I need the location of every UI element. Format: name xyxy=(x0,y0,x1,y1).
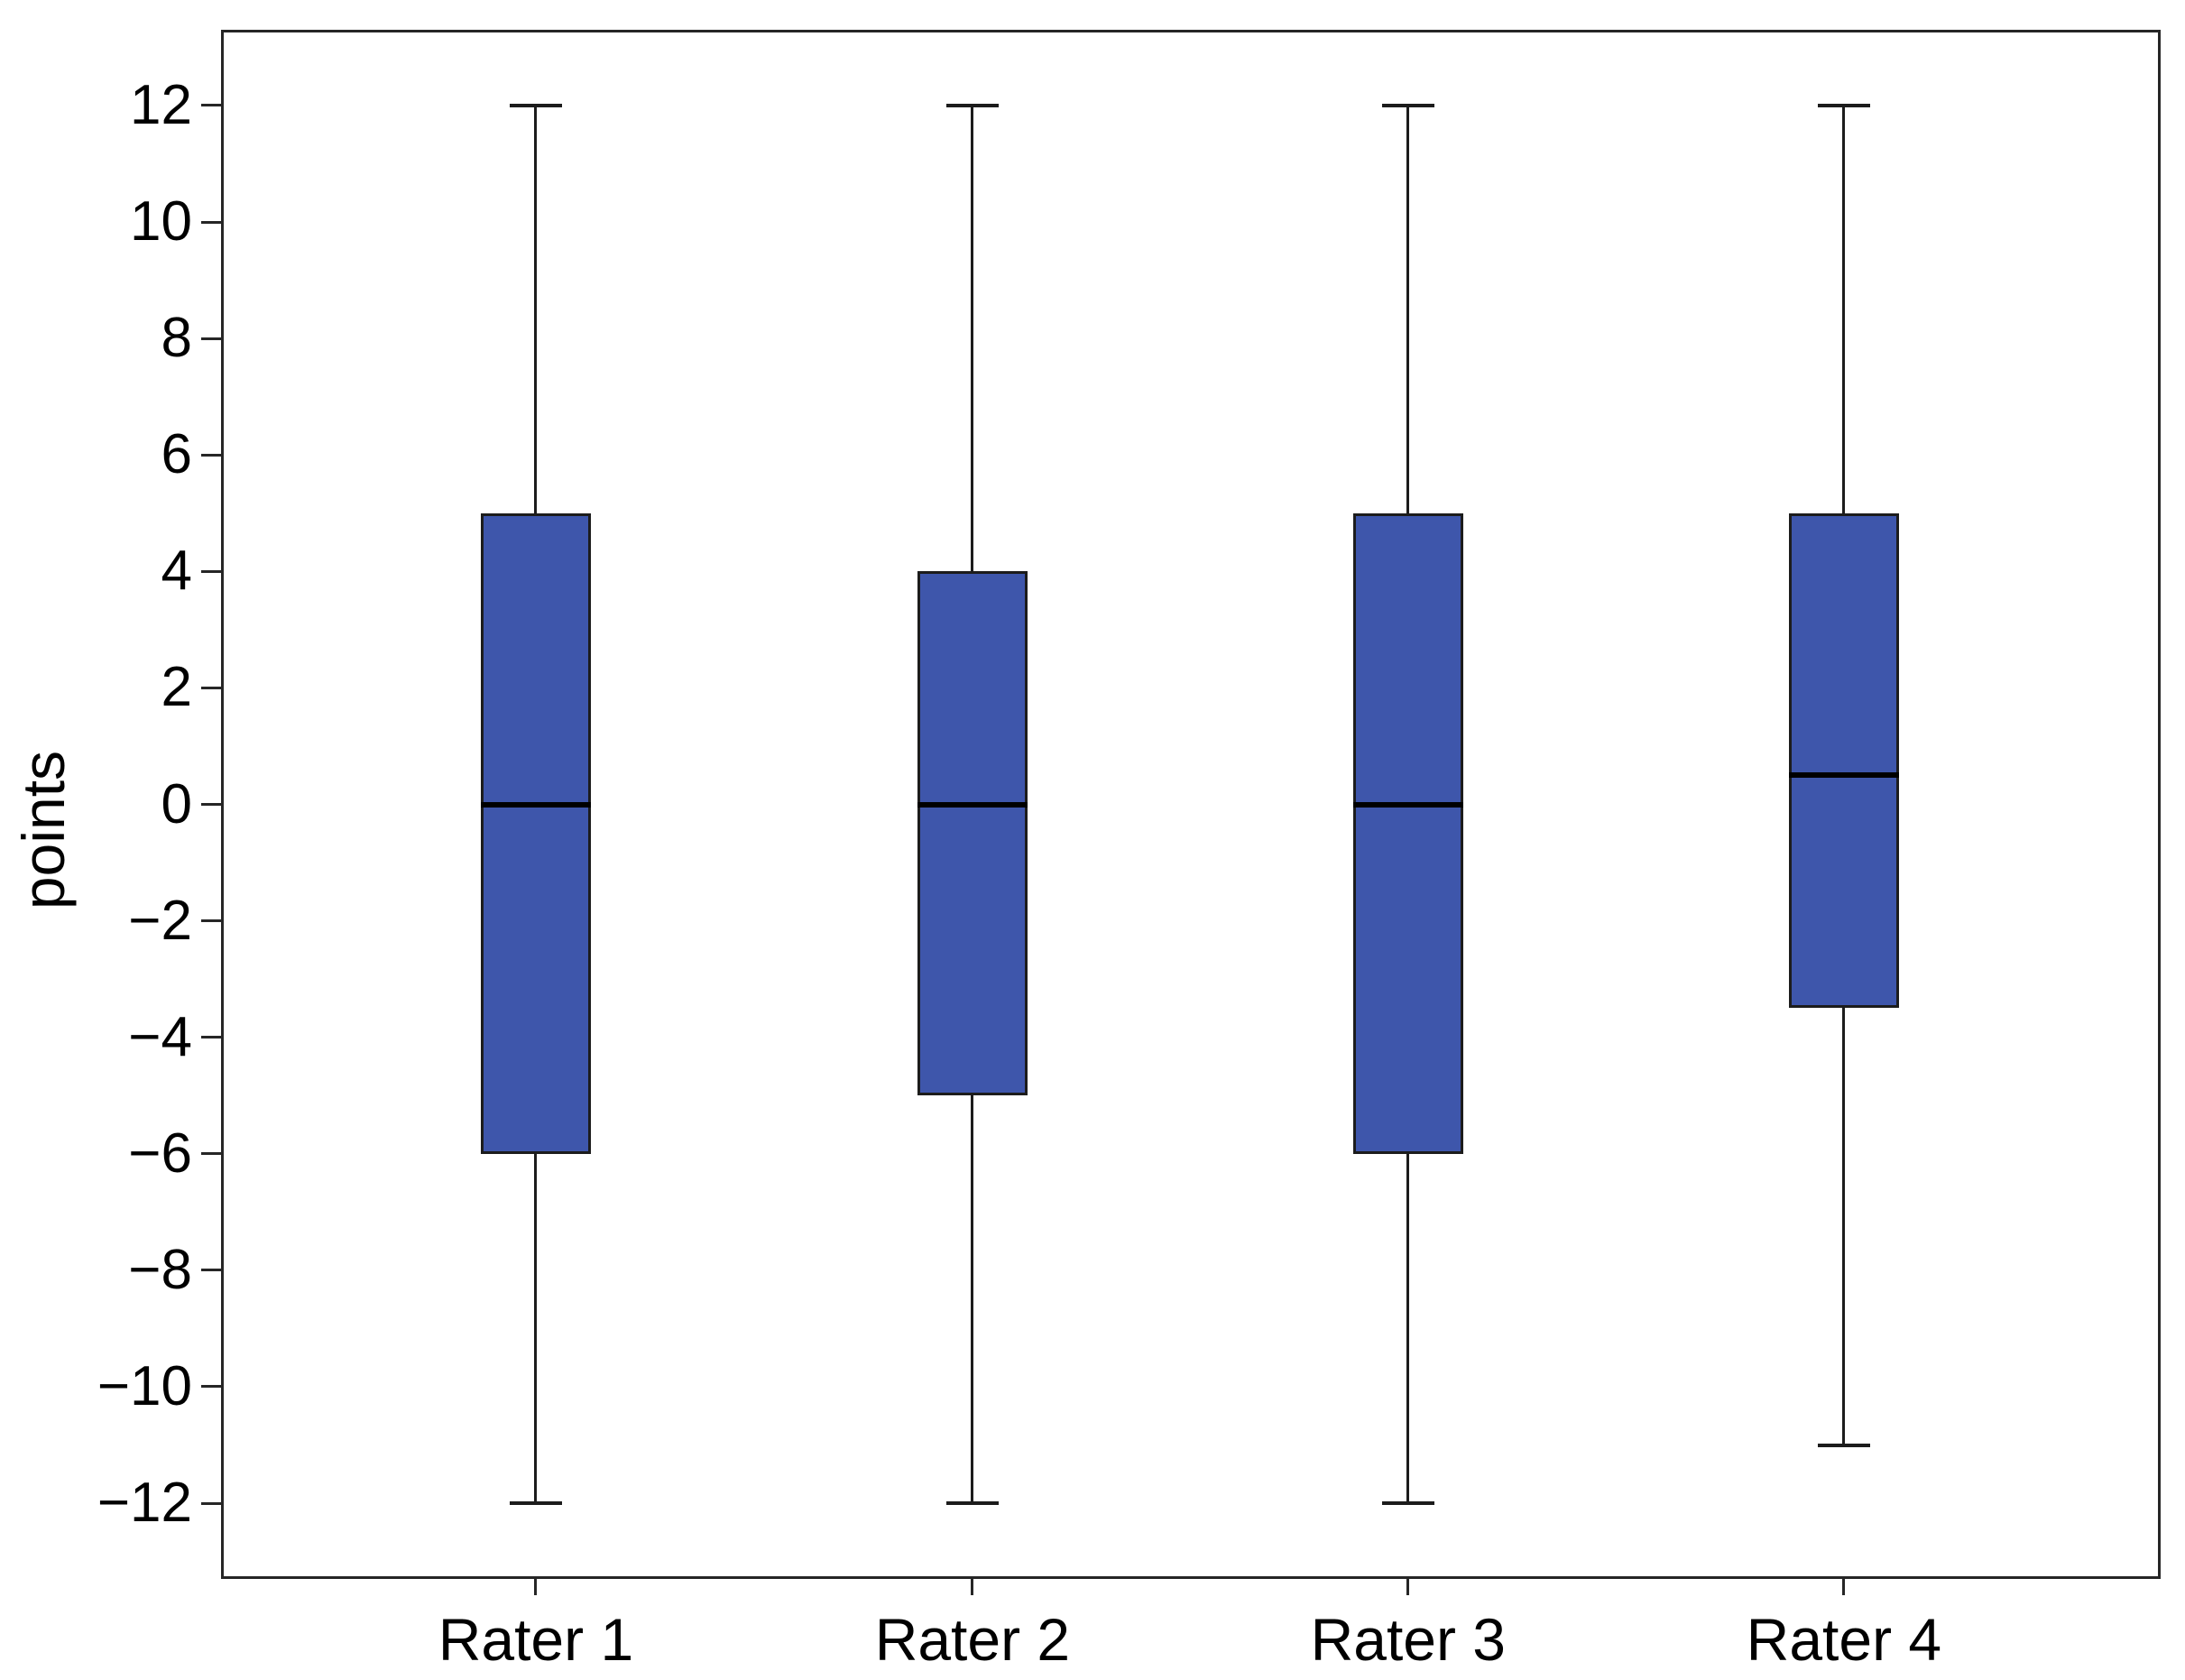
y-tick-label: −2 xyxy=(128,889,192,952)
y-tick-label: −8 xyxy=(128,1238,192,1301)
y-tick-mark xyxy=(201,337,221,340)
box-rater-2 xyxy=(917,571,1028,1096)
y-tick-mark xyxy=(201,104,221,107)
y-tick-mark xyxy=(201,1036,221,1039)
median-rater-3 xyxy=(1352,801,1463,808)
whisker-cap-bottom-rater-1 xyxy=(509,1501,562,1506)
whisker-cap-top-rater-4 xyxy=(1817,103,1870,107)
whisker-cap-top-rater-2 xyxy=(945,103,999,107)
y-tick-label: 8 xyxy=(161,307,192,370)
y-tick-mark xyxy=(201,919,221,923)
whisker-cap-bottom-rater-4 xyxy=(1817,1443,1870,1447)
y-tick-mark xyxy=(201,686,221,689)
whisker-cap-bottom-rater-3 xyxy=(1381,1501,1434,1506)
y-tick-label: 12 xyxy=(130,73,192,136)
median-rater-2 xyxy=(917,801,1028,808)
x-tick-label-2: Rater 2 xyxy=(874,1606,1071,1673)
y-tick-mark xyxy=(201,1269,221,1272)
whisker-cap-top-rater-3 xyxy=(1381,103,1434,107)
x-tick-label-1: Rater 1 xyxy=(438,1606,634,1673)
y-tick-label: 4 xyxy=(161,540,192,603)
y-tick-label: −10 xyxy=(97,1354,192,1417)
x-tick-label-4: Rater 4 xyxy=(1746,1606,1942,1673)
y-tick-label: 2 xyxy=(161,656,192,719)
box-rater-3 xyxy=(1352,512,1463,1154)
x-tick-mark xyxy=(1842,1579,1846,1595)
y-tick-mark xyxy=(201,1152,221,1156)
y-tick-mark xyxy=(201,453,221,457)
y-tick-mark xyxy=(201,1501,221,1505)
x-tick-mark xyxy=(1406,1579,1410,1595)
x-tick-mark xyxy=(534,1579,538,1595)
y-tick-label: −4 xyxy=(128,1005,192,1068)
x-tick-label-3: Rater 3 xyxy=(1310,1606,1507,1673)
whisker-cap-bottom-rater-2 xyxy=(945,1501,999,1506)
median-rater-4 xyxy=(1788,772,1899,779)
y-tick-mark xyxy=(201,569,221,573)
whisker-cap-top-rater-1 xyxy=(509,103,562,107)
y-tick-label: 10 xyxy=(130,190,192,253)
plot-frame xyxy=(221,30,2161,1579)
y-tick-mark xyxy=(201,1385,221,1389)
x-tick-mark xyxy=(971,1579,974,1595)
box-rater-4 xyxy=(1788,512,1899,1009)
box-rater-1 xyxy=(480,512,591,1154)
y-tick-label: 0 xyxy=(161,772,192,835)
y-tick-label: −12 xyxy=(97,1472,192,1535)
y-tick-label: 6 xyxy=(161,423,192,486)
median-rater-1 xyxy=(480,801,591,808)
y-tick-label: −6 xyxy=(128,1122,192,1185)
y-tick-mark xyxy=(201,803,221,806)
y-tick-mark xyxy=(201,220,221,224)
y-axis-label: points xyxy=(10,750,77,910)
